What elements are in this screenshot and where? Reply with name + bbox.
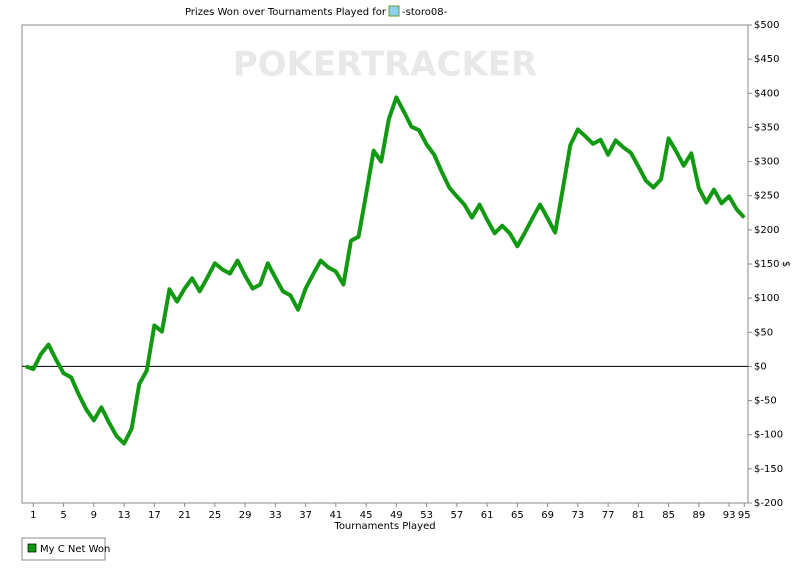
x-tick-label: 17 — [148, 510, 161, 521]
x-tick-label: 1 — [30, 510, 36, 521]
y-axis-label: $ — [780, 261, 791, 267]
x-tick-label: 49 — [390, 510, 403, 521]
x-tick-label: 21 — [178, 510, 191, 521]
player-name: -storo08- — [402, 7, 448, 18]
y-tick-label: $0 — [754, 361, 767, 372]
x-tick-label: 57 — [450, 510, 463, 521]
y-tick-label: $450 — [754, 54, 779, 65]
y-tick-label: $400 — [754, 88, 779, 99]
y-tick-label: $350 — [754, 122, 779, 133]
x-tick-label: 9 — [91, 510, 97, 521]
y-tick-label: $50 — [754, 327, 773, 338]
x-tick-label: 29 — [239, 510, 252, 521]
x-tick-label: 25 — [208, 510, 221, 521]
player-icon — [388, 5, 400, 17]
legend-label: My C Net Won — [40, 544, 110, 555]
y-tick-label: $100 — [754, 293, 779, 304]
legend — [21, 537, 106, 561]
x-tick-label: 95 — [738, 510, 751, 521]
series-line — [25, 95, 746, 446]
y-tick-label: $-50 — [754, 396, 777, 407]
legend-swatch — [27, 543, 37, 553]
x-tick-label: 89 — [692, 510, 705, 521]
x-tick-label: 53 — [420, 510, 433, 521]
y-tick-label: $250 — [754, 191, 779, 202]
x-tick-label: 5 — [60, 510, 66, 521]
y-tick-label: $300 — [754, 157, 779, 168]
x-tick-label: 93 — [723, 510, 736, 521]
y-tick-label: $150 — [754, 259, 779, 270]
watermark: POKERTRACKER — [233, 45, 537, 85]
x-tick-label: 77 — [602, 510, 615, 521]
x-tick-label: 13 — [118, 510, 131, 521]
x-axis-label: Tournaments Played — [333, 521, 435, 532]
y-tick-label: $-100 — [754, 430, 783, 441]
x-tick-label: 69 — [541, 510, 554, 521]
chart-title: Prizes Won over Tournaments Played for — [185, 7, 387, 18]
x-tick-label: 65 — [511, 510, 524, 521]
y-tick-label: $500 — [754, 20, 779, 31]
x-tick-label: 73 — [571, 510, 584, 521]
x-tick-label: 81 — [632, 510, 645, 521]
x-tick-label: 61 — [481, 510, 494, 521]
x-tick-label: 45 — [360, 510, 373, 521]
y-tick-label: $200 — [754, 225, 779, 236]
x-tick-label: 85 — [662, 510, 675, 521]
x-tick-label: 37 — [299, 510, 312, 521]
y-tick-label: $-200 — [754, 498, 783, 509]
plot-area — [21, 24, 749, 504]
x-tick-label: 41 — [329, 510, 342, 521]
y-tick-label: $-150 — [754, 464, 783, 475]
x-tick-label: 33 — [269, 510, 282, 521]
